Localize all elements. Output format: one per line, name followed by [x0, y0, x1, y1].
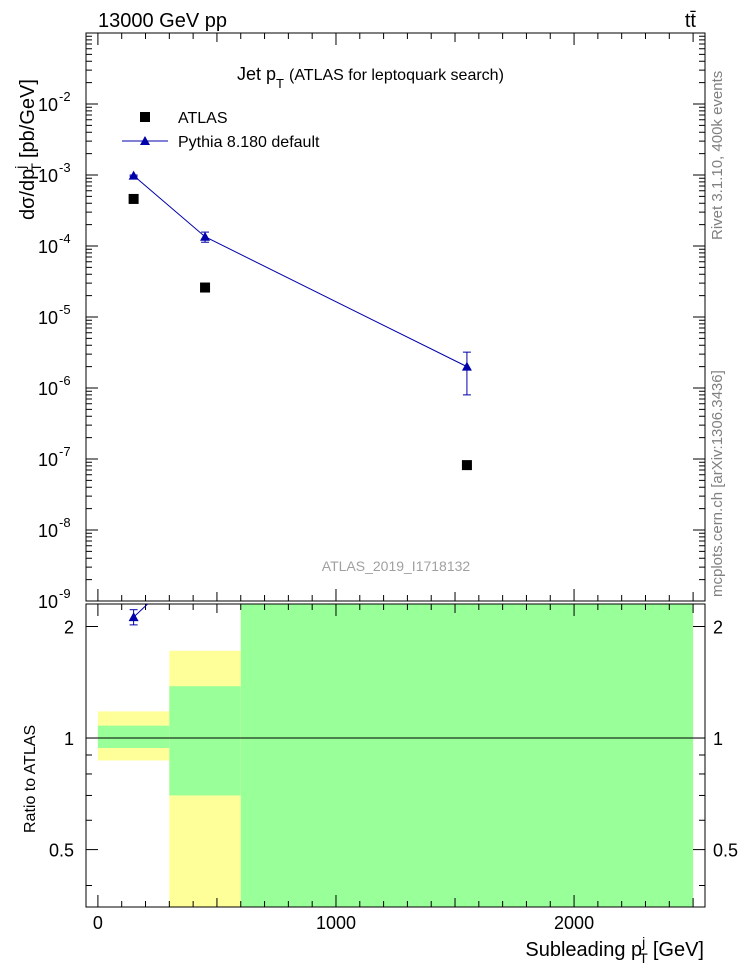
- x-tick-label: 2000: [554, 913, 594, 933]
- y-tick-exponent: -6: [59, 373, 71, 388]
- atlas-point: [200, 282, 211, 293]
- legend-pythia-marker: [140, 136, 150, 145]
- ratio-y-tick-label: 0.5: [49, 841, 74, 861]
- ratio-curve-exit: [133, 603, 148, 618]
- header-energy-label: 13000 GeV pp: [98, 10, 227, 32]
- y-tick-exponent: -7: [59, 444, 71, 459]
- ratio-point: [128, 612, 139, 622]
- atlas-point: [461, 460, 472, 471]
- x-axis-label: Subleading pj T [GeV]: [525, 934, 704, 966]
- y-tick-exponent: -3: [59, 160, 71, 175]
- legend: ATLAS Pythia 8.180 default: [122, 110, 320, 151]
- main-panel-axes: 10-910-810-710-610-510-410-310-2: [38, 33, 705, 612]
- legend-pythia-label: Pythia 8.180 default: [178, 134, 320, 151]
- y-tick-label: 10: [38, 95, 58, 115]
- main-panel-data: [128, 170, 472, 471]
- x-tick-label: 0: [93, 913, 103, 933]
- pythia-point: [128, 170, 139, 180]
- y-tick-exponent: -5: [59, 302, 71, 317]
- analysis-watermark: ATLAS_2019_I1718132: [322, 558, 471, 574]
- y-tick-exponent: -2: [59, 89, 71, 104]
- ratio-panel-axes: 0.5 0.5 1 1 2 2 0 1000 2000: [49, 604, 738, 933]
- atlas-point: [128, 193, 139, 204]
- y-tick-exponent: -8: [59, 515, 71, 530]
- pythia-curve: [133, 175, 468, 368]
- pythia-point: [200, 231, 211, 241]
- y-tick-label: 10: [38, 592, 58, 612]
- ratio-panel-data: [128, 603, 148, 626]
- ratio-panel-bands: [97, 604, 694, 907]
- mcplots-reference-label: mcplots.cern.ch [arXiv:1306.3436]: [709, 370, 726, 597]
- y-tick-label: 10: [38, 166, 58, 186]
- legend-atlas-label: ATLAS: [178, 110, 228, 127]
- main-title: Jet pT (ATLAS for leptoquark search): [237, 64, 504, 91]
- y-tick-exponent: -4: [59, 231, 71, 246]
- ratio-y-axis-label: Ratio to ATLAS: [22, 725, 39, 833]
- ratio-y-tick-label-right: 1: [713, 729, 723, 749]
- y-tick-label: 10: [38, 521, 58, 541]
- ratio-y-tick-label-right: 0.5: [713, 841, 738, 861]
- y-tick-label: 10: [38, 379, 58, 399]
- y-tick-label: 10: [38, 308, 58, 328]
- ratio-y-tick-label: 1: [64, 729, 74, 749]
- header-process-label: tt̄: [685, 10, 697, 32]
- ratio-y-tick-label-right: 2: [713, 617, 723, 637]
- y-axis-label: dσ/dpjT[pb/GeV]: [12, 79, 44, 220]
- y-tick-exponent: -9: [59, 586, 71, 601]
- rivet-version-label: Rivet 3.1.10, 400k events: [709, 70, 726, 240]
- x-tick-label: 1000: [316, 913, 356, 933]
- uncertainty-band-green: [240, 604, 694, 907]
- uncertainty-band-green: [97, 725, 170, 749]
- y-tick-label: 10: [38, 237, 58, 257]
- ratio-y-tick-label: 2: [64, 617, 74, 637]
- legend-atlas-marker: [140, 112, 150, 122]
- y-tick-label: 10: [38, 450, 58, 470]
- pythia-point: [461, 361, 472, 371]
- uncertainty-band-green: [169, 686, 241, 796]
